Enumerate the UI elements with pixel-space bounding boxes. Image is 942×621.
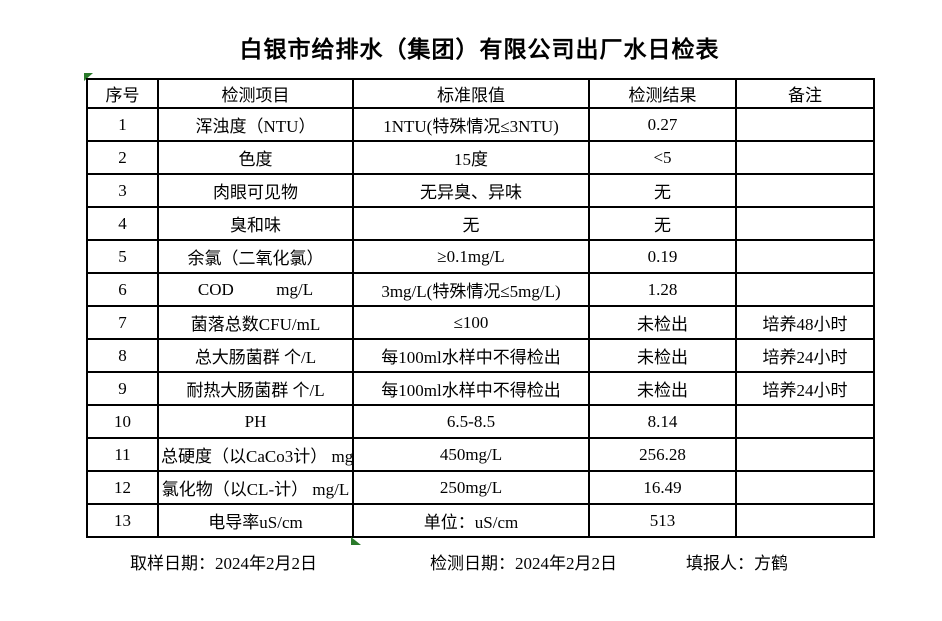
cell-limit: 无异臭、异味 bbox=[352, 173, 590, 208]
cell-item: 氯化物（以CL-计） mg/L bbox=[157, 470, 354, 505]
cell-serial: 11 bbox=[86, 437, 159, 472]
cell-item: 浑浊度（NTU） bbox=[157, 107, 354, 142]
cell-limit: 无 bbox=[352, 206, 590, 241]
cell-serial: 2 bbox=[86, 140, 159, 175]
table-row: 3 肉眼可见物 无异臭、异味 无 bbox=[86, 173, 875, 208]
cell-remark bbox=[735, 140, 875, 175]
cell-serial: 9 bbox=[86, 371, 159, 406]
cell-serial: 8 bbox=[86, 338, 159, 373]
cell-remark bbox=[735, 404, 875, 439]
cell-item: 臭和味 bbox=[157, 206, 354, 241]
inspection-table: 序号 检测项目 标准限值 检测结果 备注 1 浑浊度（NTU） 1NTU(特殊情… bbox=[86, 78, 875, 538]
cell-result: <5 bbox=[588, 140, 737, 175]
cell-limit: 每100ml水样中不得检出 bbox=[352, 371, 590, 406]
cell-serial: 6 bbox=[86, 272, 159, 307]
cell-remark bbox=[735, 239, 875, 274]
table-row: 7 菌落总数CFU/mL ≤100 未检出 培养48小时 bbox=[86, 305, 875, 340]
cell-limit: 3mg/L(特殊情况≤5mg/L) bbox=[352, 272, 590, 307]
cell-limit: ≤100 bbox=[352, 305, 590, 340]
cell-item: 耐热大肠菌群 个/L bbox=[157, 371, 354, 406]
cell-remark bbox=[735, 272, 875, 307]
cell-serial: 12 bbox=[86, 470, 159, 505]
cell-limit: 250mg/L bbox=[352, 470, 590, 505]
cell-result: 未检出 bbox=[588, 338, 737, 373]
reporter-text: 填报人：方鹤 bbox=[686, 554, 788, 573]
cell-serial: 4 bbox=[86, 206, 159, 241]
cell-serial: 13 bbox=[86, 503, 159, 538]
cell-serial: 5 bbox=[86, 239, 159, 274]
cell-result: 0.27 bbox=[588, 107, 737, 142]
cell-result: 1.28 bbox=[588, 272, 737, 307]
cell-result: 无 bbox=[588, 206, 737, 241]
column-header-result: 检测结果 bbox=[588, 78, 737, 109]
column-header-serial: 序号 bbox=[86, 78, 159, 109]
sampling-date-text: 取样日期：2024年2月2日 bbox=[130, 554, 317, 573]
cell-result: 256.28 bbox=[588, 437, 737, 472]
cell-limit: 450mg/L bbox=[352, 437, 590, 472]
table-row: 1 浑浊度（NTU） 1NTU(特殊情况≤3NTU) 0.27 bbox=[86, 107, 875, 142]
cell-remark: 培养24小时 bbox=[735, 338, 875, 373]
cell-limit: 6.5-8.5 bbox=[352, 404, 590, 439]
page-title: 白银市给排水（集团）有限公司出厂水日检表 bbox=[239, 37, 720, 62]
cell-result: 513 bbox=[588, 503, 737, 538]
cell-serial: 3 bbox=[86, 173, 159, 208]
table-row: 2 色度 15度 <5 bbox=[86, 140, 875, 175]
cell-result: 未检出 bbox=[588, 371, 737, 406]
cell-item: 总硬度（以CaCo3计） mg/L bbox=[157, 437, 354, 472]
cell-serial: 1 bbox=[86, 107, 159, 142]
table-row: 4 臭和味 无 无 bbox=[86, 206, 875, 241]
table-row: 6 COD mg/L 3mg/L(特殊情况≤5mg/L) 1.28 bbox=[86, 272, 875, 307]
table-row: 13 电导率uS/cm 单位：uS/cm 513 bbox=[86, 503, 875, 538]
cell-item: 电导率uS/cm bbox=[157, 503, 354, 538]
table-row: 12 氯化物（以CL-计） mg/L 250mg/L 16.49 bbox=[86, 470, 875, 505]
cell-item: 总大肠菌群 个/L bbox=[157, 338, 354, 373]
cell-remark: 培养24小时 bbox=[735, 371, 875, 406]
cell-item: COD mg/L bbox=[157, 272, 354, 307]
cell-remark bbox=[735, 107, 875, 142]
cell-remark bbox=[735, 437, 875, 472]
cell-result: 无 bbox=[588, 173, 737, 208]
green-corner-marker-top bbox=[84, 73, 93, 81]
column-header-item: 检测项目 bbox=[157, 78, 354, 109]
cell-limit: 每100ml水样中不得检出 bbox=[352, 338, 590, 373]
table-row: 11 总硬度（以CaCo3计） mg/L 450mg/L 256.28 bbox=[86, 437, 875, 472]
cell-result: 0.19 bbox=[588, 239, 737, 274]
column-header-limit: 标准限值 bbox=[352, 78, 590, 109]
cell-item: PH bbox=[157, 404, 354, 439]
cell-remark bbox=[735, 206, 875, 241]
cell-limit: 1NTU(特殊情况≤3NTU) bbox=[352, 107, 590, 142]
cell-serial: 7 bbox=[86, 305, 159, 340]
cell-remark: 培养48小时 bbox=[735, 305, 875, 340]
cell-item: 肉眼可见物 bbox=[157, 173, 354, 208]
table-row: 8 总大肠菌群 个/L 每100ml水样中不得检出 未检出 培养24小时 bbox=[86, 338, 875, 373]
table-row: 5 余氯（二氧化氯） ≥0.1mg/L 0.19 bbox=[86, 239, 875, 274]
table-row: 9 耐热大肠菌群 个/L 每100ml水样中不得检出 未检出 培养24小时 bbox=[86, 371, 875, 406]
cell-result: 8.14 bbox=[588, 404, 737, 439]
cell-serial: 10 bbox=[86, 404, 159, 439]
test-date-text: 检测日期：2024年2月2日 bbox=[430, 554, 617, 573]
cell-limit: 单位：uS/cm bbox=[352, 503, 590, 538]
cell-item: 菌落总数CFU/mL bbox=[157, 305, 354, 340]
table-row: 10 PH 6.5-8.5 8.14 bbox=[86, 404, 875, 439]
green-corner-marker-bottom bbox=[351, 537, 361, 545]
cell-result: 未检出 bbox=[588, 305, 737, 340]
cell-item: 余氯（二氧化氯） bbox=[157, 239, 354, 274]
cell-limit: 15度 bbox=[352, 140, 590, 175]
cell-limit: ≥0.1mg/L bbox=[352, 239, 590, 274]
cell-result: 16.49 bbox=[588, 470, 737, 505]
table-header-row: 序号 检测项目 标准限值 检测结果 备注 bbox=[86, 78, 875, 109]
cell-remark bbox=[735, 503, 875, 538]
column-header-remark: 备注 bbox=[735, 78, 875, 109]
cell-item: 色度 bbox=[157, 140, 354, 175]
cell-remark bbox=[735, 173, 875, 208]
cell-remark bbox=[735, 470, 875, 505]
footer: 取样日期：2024年2月2日 检测日期：2024年2月2日 填报人：方鹤 bbox=[0, 549, 942, 575]
